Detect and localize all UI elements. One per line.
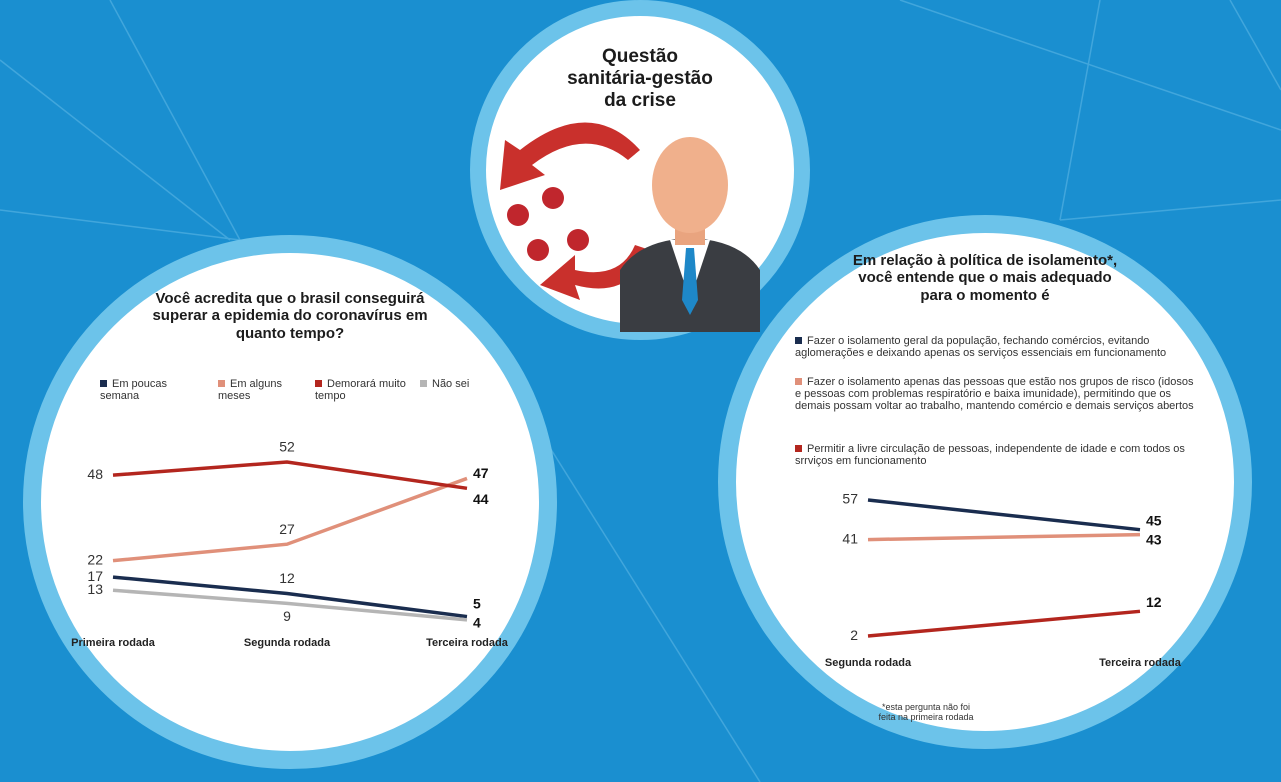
left-circle	[23, 235, 557, 769]
data-label: 5	[473, 595, 481, 611]
legend-item: Permitir a livre circulação de pessoas, …	[795, 443, 1195, 467]
data-label: 12	[1146, 594, 1162, 610]
series-line	[867, 609, 1141, 638]
legend-swatch	[218, 380, 225, 387]
data-label: 27	[279, 521, 295, 537]
legend-item: Não sei	[420, 378, 500, 390]
chart-title: Você acredita que o brasil conseguirá su…	[152, 290, 428, 342]
series-line	[112, 575, 468, 619]
data-label: 57	[842, 491, 858, 507]
series-line	[867, 498, 1141, 532]
series-line	[112, 476, 468, 563]
data-label: 47	[473, 465, 489, 481]
data-label: 9	[283, 608, 291, 624]
legend-label: Não sei	[432, 378, 470, 390]
x-tick-label: Terceira rodada	[426, 637, 509, 649]
data-label: 22	[87, 551, 103, 567]
legend-swatch	[315, 380, 322, 387]
x-tick-label: Segunda rodada	[244, 637, 331, 649]
data-label: 41	[842, 530, 858, 546]
legend-item: Fazer o isolamento apenas das pessoas qu…	[795, 376, 1195, 412]
data-label: 43	[1146, 531, 1162, 547]
data-label: 12	[279, 570, 295, 586]
legend-label: Permitir a livre circulação de pessoas, …	[795, 443, 1185, 468]
legend-item: Em poucas semana	[100, 378, 200, 402]
legend-item: Em alguns meses	[218, 378, 298, 402]
legend-item: Fazer o isolamento geral da população, f…	[795, 335, 1195, 359]
data-label: 44	[473, 491, 489, 507]
legend-label: Fazer o isolamento apenas das pessoas qu…	[795, 376, 1194, 413]
series-line	[867, 532, 1141, 542]
legend-label: Demorará muito tempo	[315, 378, 406, 403]
legend-swatch	[795, 378, 802, 385]
x-tick-label: Primeira rodada	[71, 637, 156, 649]
data-label: 2	[850, 627, 858, 643]
series-line	[112, 588, 468, 622]
data-label: 45	[1146, 512, 1162, 528]
legend-label: Em poucas semana	[100, 378, 168, 403]
illustration	[500, 122, 760, 332]
data-label: 13	[87, 581, 103, 597]
data-label: 17	[87, 568, 103, 584]
right-circle	[718, 215, 1252, 749]
data-label: 52	[279, 439, 295, 455]
data-label: 4	[473, 615, 481, 631]
x-tick-label: Segunda rodada	[825, 657, 912, 669]
chart-title: Em relação à política de isolamento*, vo…	[852, 252, 1118, 304]
x-tick-label: Terceira rodada	[1099, 657, 1182, 669]
legend-swatch	[795, 445, 802, 452]
main-title: Questão sanitária-gestão da crise	[567, 46, 713, 111]
legend-swatch	[420, 380, 427, 387]
legend-label: Fazer o isolamento geral da população, f…	[795, 335, 1167, 360]
legend-item: Demorará muito tempo	[315, 378, 410, 402]
note: *esta pergunta não foi feita na primeira…	[878, 702, 974, 722]
legend-swatch	[100, 380, 107, 387]
legend-label: Em alguns meses	[218, 378, 282, 403]
series-line	[112, 460, 468, 491]
legend-swatch	[795, 337, 802, 344]
data-label: 48	[87, 466, 103, 482]
